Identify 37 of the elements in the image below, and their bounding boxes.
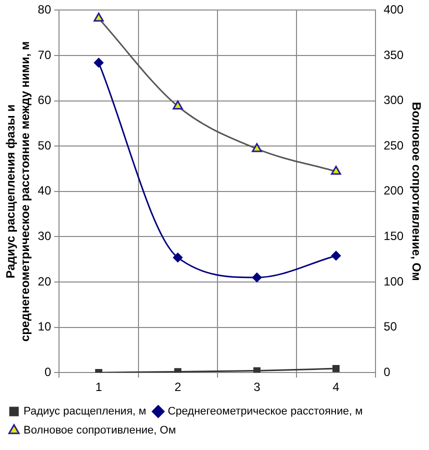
y2-tick-label: 50 bbox=[384, 320, 398, 334]
y2-tick-label: 100 bbox=[384, 274, 404, 288]
y2-axis-title: Волновое сопротивление, Ом bbox=[409, 102, 424, 281]
point bbox=[252, 272, 262, 282]
point bbox=[172, 100, 183, 110]
x-tick-label: 2 bbox=[174, 380, 182, 394]
x-tick-label: 1 bbox=[95, 380, 102, 394]
y-tick-label: 10 bbox=[38, 320, 52, 334]
x-tick-label: 3 bbox=[254, 380, 261, 394]
point bbox=[94, 58, 104, 68]
point bbox=[330, 166, 342, 175]
y2-tick-label: 400 bbox=[384, 2, 404, 17]
y-tick-label: 0 bbox=[44, 364, 52, 379]
y2-tick-label: 200 bbox=[384, 184, 404, 198]
point bbox=[94, 12, 104, 22]
y-tick-label: 60 bbox=[38, 93, 52, 108]
point bbox=[332, 364, 340, 372]
point bbox=[253, 367, 260, 373]
y-tick-label: 40 bbox=[38, 184, 52, 198]
y2-tick-label: 350 bbox=[384, 48, 404, 62]
y-tick-label: 20 bbox=[38, 274, 52, 288]
point bbox=[173, 252, 183, 262]
y-tick-label: 50 bbox=[38, 138, 52, 152]
y2-tick-label: 300 bbox=[384, 93, 404, 108]
x-tick-label: 4 bbox=[332, 380, 340, 394]
y-tick-label: 80 bbox=[38, 2, 52, 17]
legend-label: Среднегеометрическое расстояние, м bbox=[168, 406, 363, 418]
y2-tick-label: 0 bbox=[384, 364, 391, 379]
point bbox=[331, 250, 341, 260]
y-tick-label: 30 bbox=[38, 229, 52, 244]
legend-label: Радиус расщепления, м bbox=[24, 406, 146, 418]
y-tick-label: 70 bbox=[38, 48, 52, 62]
y-axis-title: Радиус расщепления фазы и среднегеометрическое расстояние между ними, м bbox=[4, 41, 32, 342]
legend-label: Волновое сопротивление, Ом bbox=[24, 424, 176, 437]
y2-tick-label: 250 bbox=[384, 138, 404, 152]
point bbox=[252, 143, 262, 152]
y2-tick-label: 150 bbox=[384, 229, 404, 244]
